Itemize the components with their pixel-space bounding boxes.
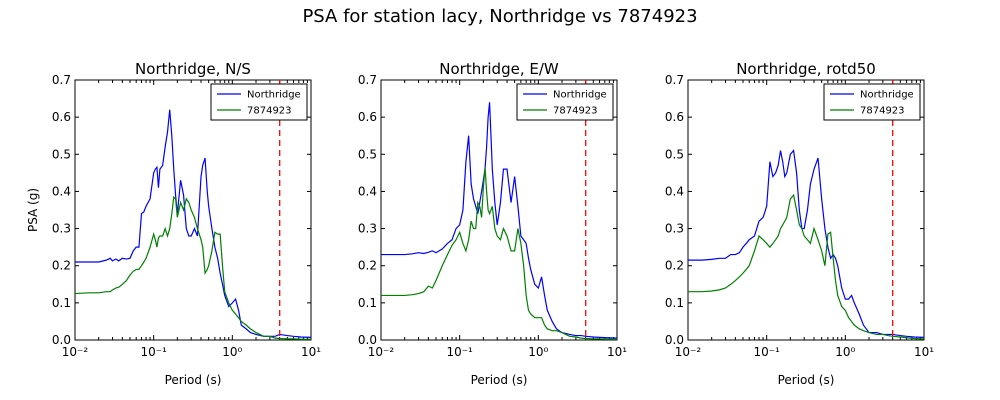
plot-area: [75, 80, 311, 340]
subplot-2: 0.0 0.1 0.2 0.3 0.4 0.5 0.6 0.7 10⁻² 10⁻¹ 10⁰ 10¹ No…: [358, 60, 627, 387]
y-tick-label: 0.4: [358, 184, 377, 198]
y-tick-label: 0.1: [358, 296, 377, 310]
subplot-title: Northridge, N/S: [135, 60, 251, 78]
x-tick-label: 10¹: [607, 345, 627, 359]
y-tick-label: 0.2: [358, 259, 377, 273]
x-tick-label: 10⁻²: [368, 345, 395, 359]
y-tick-label: 0.0: [358, 333, 377, 347]
x-tick-label: 10⁰: [222, 345, 242, 359]
legend: Northridge 7874923: [516, 83, 614, 121]
plot-frame: [74, 79, 312, 341]
x-tick-label: 10⁻¹: [140, 345, 167, 359]
plot-area: [688, 80, 924, 340]
subplot-title: Northridge, rotd50: [736, 60, 876, 78]
y-tick-label: 0.6: [665, 110, 684, 124]
legend-label: 7874923: [860, 106, 905, 117]
x-tick-label: 10⁻²: [675, 345, 702, 359]
series-line-northridge: [75, 109, 311, 338]
plot-frame: [380, 79, 618, 341]
subplot-3: 0.0 0.1 0.2 0.3 0.4 0.5 0.6 0.7 10⁻² 10⁻¹ 10⁰ 10¹ No…: [665, 60, 934, 387]
legend: Northridge 7874923: [823, 83, 921, 121]
x-axis-label: Period (s): [165, 373, 222, 387]
legend-label: Northridge: [247, 90, 301, 101]
legend-label: 7874923: [553, 106, 598, 117]
series-line-7874923: [381, 167, 617, 340]
y-tick-label: 0.4: [665, 184, 684, 198]
subplot-1: 0.0 0.1 0.2 0.3 0.4 0.5 0.6 0.7 10⁻² 10⁻¹ 10⁰ 10¹ No…: [26, 60, 321, 387]
y-tick-label: 0.6: [52, 110, 71, 124]
y-tick-label: 0.5: [665, 147, 684, 161]
legend-label: 7874923: [247, 106, 292, 117]
x-tick-label: 10⁻¹: [446, 345, 473, 359]
y-tick-label: 0.1: [52, 296, 71, 310]
series-line-northridge: [688, 149, 924, 338]
y-tick-label: 0.1: [665, 296, 684, 310]
x-tick-label: 10⁻²: [62, 345, 89, 359]
legend-box: [210, 83, 308, 121]
subplot-title: Northridge, E/W: [439, 60, 559, 78]
y-tick-label: 0.5: [358, 147, 377, 161]
y-tick-label: 0.2: [52, 259, 71, 273]
plot-frame: [687, 79, 925, 341]
series-line-7874923: [75, 195, 311, 340]
series-line-northridge: [381, 102, 617, 339]
legend-box: [823, 83, 921, 121]
y-tick-label: 0.7: [358, 73, 377, 87]
y-tick-label: 0.7: [52, 73, 71, 87]
legend-label: Northridge: [553, 90, 607, 101]
legend: Northridge 7874923: [210, 83, 308, 121]
legend-box: [516, 83, 614, 121]
y-tick-label: 0.7: [665, 73, 684, 87]
y-axis-label: PSA (g): [26, 188, 40, 232]
plot-area: [381, 80, 617, 340]
x-axis-label: Period (s): [471, 373, 528, 387]
x-axis-label: Period (s): [778, 373, 835, 387]
y-tick-label: 0.3: [358, 222, 377, 236]
y-tick-label: 0.4: [52, 184, 71, 198]
x-tick-label: 10⁰: [835, 345, 855, 359]
y-tick-label: 0.0: [52, 333, 71, 347]
y-tick-label: 0.0: [665, 333, 684, 347]
y-tick-label: 0.5: [52, 147, 71, 161]
x-tick-label: 10⁰: [528, 345, 548, 359]
x-tick-label: 10¹: [914, 345, 934, 359]
series-line-7874923: [688, 193, 924, 340]
figure-title: PSA for station lacy, Northridge vs 7874…: [302, 6, 698, 27]
y-tick-label: 0.2: [665, 259, 684, 273]
x-tick-label: 10⁻¹: [753, 345, 780, 359]
y-tick-label: 0.3: [665, 222, 684, 236]
legend-label: Northridge: [860, 90, 914, 101]
x-tick-label: 10¹: [301, 345, 321, 359]
y-tick-label: 0.3: [52, 222, 71, 236]
y-tick-label: 0.6: [358, 110, 377, 124]
